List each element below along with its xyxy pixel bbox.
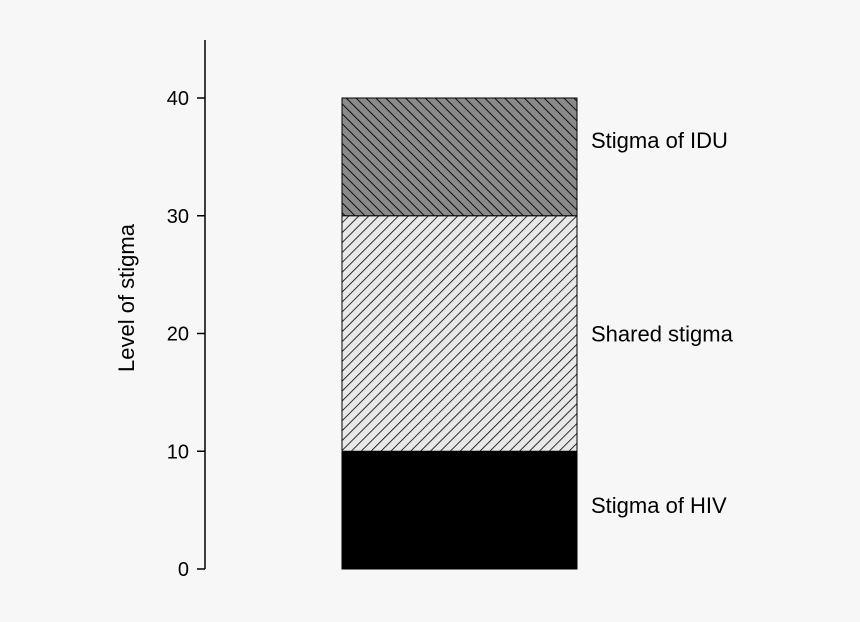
y-axis-title: Level of stigma: [114, 223, 139, 372]
bar-segments: [341, 97, 578, 570]
y-axis-ticks: 0 10 20 30 40: [167, 88, 205, 581]
y-tick-label: 20: [167, 324, 189, 346]
segment-label: Shared stigma: [591, 322, 734, 347]
y-tick-label: 10: [167, 441, 189, 463]
segment-label: Stigma of HIV: [591, 493, 727, 518]
y-tick-label: 40: [167, 88, 189, 110]
bar-segment-stigma-of-idu: [341, 97, 578, 217]
y-tick-label: 0: [178, 559, 189, 581]
bar-segment-shared-stigma: [341, 215, 578, 452]
bar-segment-stigma-of-hiv: [341, 450, 578, 570]
y-tick-label: 30: [167, 206, 189, 228]
segment-labels: Stigma of HIV Shared stigma Stigma of IDU: [591, 128, 734, 518]
segment-label: Stigma of IDU: [591, 128, 728, 153]
